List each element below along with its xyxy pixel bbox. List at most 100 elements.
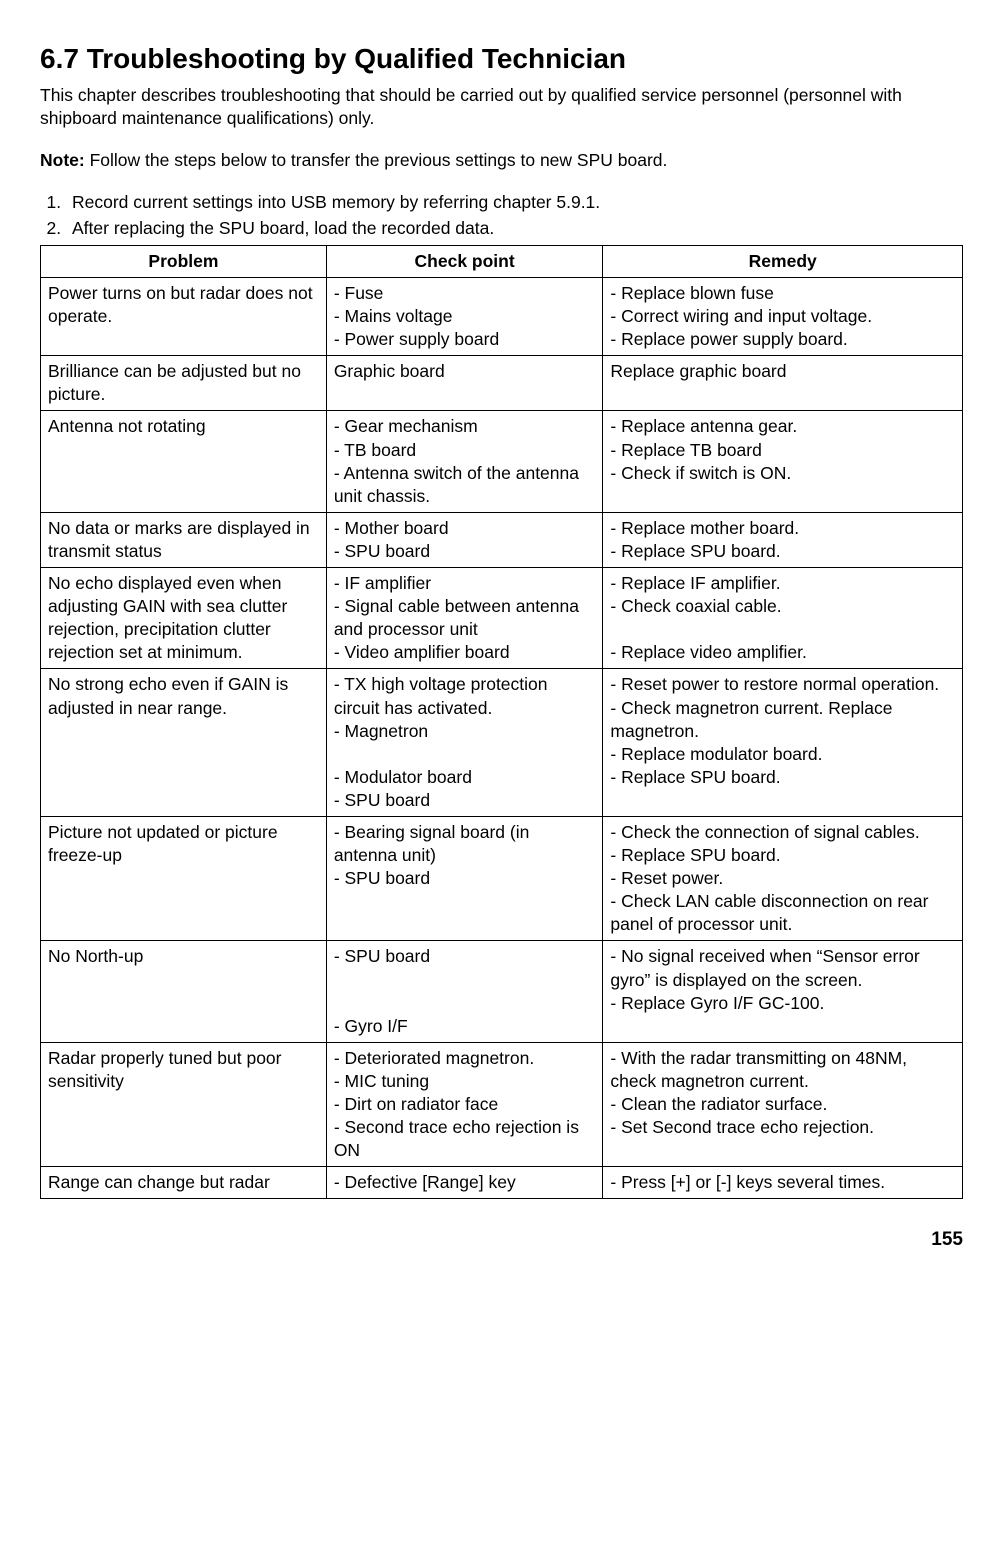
remedy-line: - Set Second trace echo rejection. xyxy=(610,1116,955,1139)
remedy-line: Replace graphic board xyxy=(610,360,955,383)
checkpoint-line: - SPU board xyxy=(334,867,596,890)
note-paragraph: Note: Follow the steps below to transfer… xyxy=(40,149,963,173)
table-row: No strong echo even if GAIN is adjusted … xyxy=(41,669,963,817)
remedy-line: - Replace modulator board. xyxy=(610,743,955,766)
table-header-row: Problem Check point Remedy xyxy=(41,245,963,277)
remedy-line: - Replace IF amplifier. xyxy=(610,572,955,595)
remedy-line: - Replace video amplifier. xyxy=(610,641,955,664)
header-problem: Problem xyxy=(41,245,327,277)
problem-cell: Picture not updated or picture freeze-up xyxy=(41,816,327,940)
table-row: No data or marks are displayed in transm… xyxy=(41,512,963,567)
checkpoint-line: - Deteriorated magnetron. xyxy=(334,1047,596,1070)
problem-cell: No strong echo even if GAIN is adjusted … xyxy=(41,669,327,817)
remedy-cell: - Press [+] or [-] keys several times. xyxy=(603,1167,963,1199)
checkpoint-line xyxy=(334,969,596,992)
remedy-line: - No signal received when “Sensor error … xyxy=(610,945,955,991)
checkpoint-line xyxy=(334,992,596,1015)
checkpoint-cell: - Fuse- Mains voltage- Power supply boar… xyxy=(326,278,603,356)
problem-cell: No echo displayed even when adjusting GA… xyxy=(41,568,327,669)
table-row: Picture not updated or picture freeze-up… xyxy=(41,816,963,940)
checkpoint-cell: - TX high voltage protection circuit has… xyxy=(326,669,603,817)
remedy-line: - Replace mother board. xyxy=(610,517,955,540)
remedy-line: - With the radar transmitting on 48NM, c… xyxy=(610,1047,955,1093)
note-text: Follow the steps below to transfer the p… xyxy=(85,150,668,170)
checkpoint-cell: - Bearing signal board (in antenna unit)… xyxy=(326,816,603,940)
checkpoint-line: - Gyro I/F xyxy=(334,1015,596,1038)
checkpoint-cell: - Mother board- SPU board xyxy=(326,512,603,567)
remedy-line: - Replace power supply board. xyxy=(610,328,955,351)
checkpoint-line: - Mother board xyxy=(334,517,596,540)
problem-cell: No data or marks are displayed in transm… xyxy=(41,512,327,567)
checkpoint-line: - Dirt on radiator face xyxy=(334,1093,596,1116)
checkpoint-line: - SPU board xyxy=(334,945,596,968)
remedy-cell: - Replace IF amplifier.- Check coaxial c… xyxy=(603,568,963,669)
checkpoint-line: - Bearing signal board (in antenna unit) xyxy=(334,821,596,867)
remedy-line: - Replace antenna gear. xyxy=(610,415,955,438)
problem-cell: Radar properly tuned but poor sensitivit… xyxy=(41,1042,327,1166)
section-heading: 6.7 Troubleshooting by Qualified Technic… xyxy=(40,40,963,78)
remedy-line: - Replace blown fuse xyxy=(610,282,955,305)
checkpoint-cell: - SPU board - Gyro I/F xyxy=(326,941,603,1042)
remedy-line: - Press [+] or [-] keys several times. xyxy=(610,1171,955,1194)
remedy-line: - Check if switch is ON. xyxy=(610,462,955,485)
checkpoint-line: - Fuse xyxy=(334,282,596,305)
table-row: Radar properly tuned but poor sensitivit… xyxy=(41,1042,963,1166)
checkpoint-cell: - IF amplifier- Signal cable between ant… xyxy=(326,568,603,669)
problem-cell: No North-up xyxy=(41,941,327,1042)
header-remedy: Remedy xyxy=(603,245,963,277)
checkpoint-line: - IF amplifier xyxy=(334,572,596,595)
table-row: No echo displayed even when adjusting GA… xyxy=(41,568,963,669)
remedy-line: - Check coaxial cable. xyxy=(610,595,955,618)
checkpoint-line: - Second trace echo rejection is ON xyxy=(334,1116,596,1162)
checkpoint-line xyxy=(334,743,596,766)
remedy-line: - Replace Gyro I/F GC-100. xyxy=(610,992,955,1015)
checkpoint-line: - Signal cable between antenna and proce… xyxy=(334,595,596,641)
remedy-line: - Correct wiring and input voltage. xyxy=(610,305,955,328)
checkpoint-line: - Gear mechanism xyxy=(334,415,596,438)
remedy-cell: - Reset power to restore normal operatio… xyxy=(603,669,963,817)
remedy-line: - Replace TB board xyxy=(610,439,955,462)
remedy-line: - Reset power. xyxy=(610,867,955,890)
remedy-line xyxy=(610,618,955,641)
remedy-cell: - Replace mother board.- Replace SPU boa… xyxy=(603,512,963,567)
remedy-cell: Replace graphic board xyxy=(603,356,963,411)
checkpoint-line: - Video amplifier board xyxy=(334,641,596,664)
checkpoint-line: - SPU board xyxy=(334,540,596,563)
remedy-line: - Replace SPU board. xyxy=(610,844,955,867)
remedy-line: - Check the connection of signal cables. xyxy=(610,821,955,844)
note-label: Note: xyxy=(40,150,85,170)
remedy-line: - Reset power to restore normal operatio… xyxy=(610,673,955,696)
intro-paragraph: This chapter describes troubleshooting t… xyxy=(40,84,963,131)
header-checkpoint: Check point xyxy=(326,245,603,277)
checkpoint-cell: - Deteriorated magnetron.- MIC tuning- D… xyxy=(326,1042,603,1166)
table-row: Range can change but radar- Defective [R… xyxy=(41,1167,963,1199)
problem-cell: Antenna not rotating xyxy=(41,411,327,512)
remedy-cell: - No signal received when “Sensor error … xyxy=(603,941,963,1042)
checkpoint-line: - SPU board xyxy=(334,789,596,812)
remedy-cell: - Replace antenna gear.- Replace TB boar… xyxy=(603,411,963,512)
table-row: Brilliance can be adjusted but no pictur… xyxy=(41,356,963,411)
remedy-cell: - Check the connection of signal cables.… xyxy=(603,816,963,940)
checkpoint-line: - Power supply board xyxy=(334,328,596,351)
checkpoint-cell: - Defective [Range] key xyxy=(326,1167,603,1199)
checkpoint-line: - TB board xyxy=(334,439,596,462)
remedy-line: - Replace SPU board. xyxy=(610,766,955,789)
checkpoint-line: - Antenna switch of the antenna unit cha… xyxy=(334,462,596,508)
troubleshooting-table: Problem Check point Remedy Power turns o… xyxy=(40,245,963,1199)
step-item: After replacing the SPU board, load the … xyxy=(66,217,963,241)
page-number: 155 xyxy=(40,1227,963,1253)
checkpoint-line: - Mains voltage xyxy=(334,305,596,328)
remedy-cell: - Replace blown fuse- Correct wiring and… xyxy=(603,278,963,356)
problem-cell: Range can change but radar xyxy=(41,1167,327,1199)
remedy-line: - Replace SPU board. xyxy=(610,540,955,563)
table-row: Power turns on but radar does not operat… xyxy=(41,278,963,356)
steps-list: Record current settings into USB memory … xyxy=(40,191,963,241)
checkpoint-line: - MIC tuning xyxy=(334,1070,596,1093)
checkpoint-line: - TX high voltage protection circuit has… xyxy=(334,673,596,719)
checkpoint-cell: - Gear mechanism- TB board- Antenna swit… xyxy=(326,411,603,512)
remedy-line: - Check LAN cable disconnection on rear … xyxy=(610,890,955,936)
checkpoint-line: Graphic board xyxy=(334,360,596,383)
problem-cell: Power turns on but radar does not operat… xyxy=(41,278,327,356)
remedy-cell: - With the radar transmitting on 48NM, c… xyxy=(603,1042,963,1166)
remedy-line: - Check magnetron current. Replace magne… xyxy=(610,697,955,743)
